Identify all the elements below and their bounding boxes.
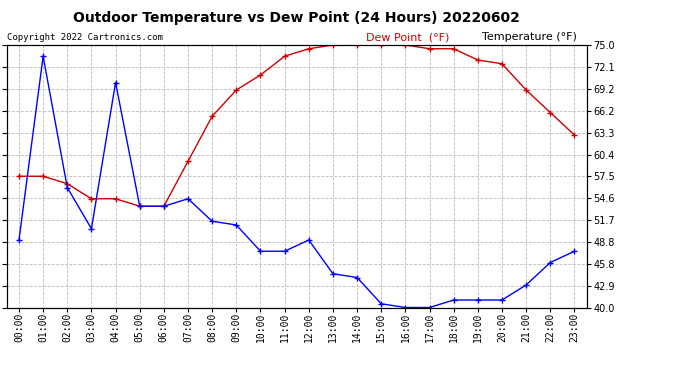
Text: Temperature (°F): Temperature (°F) <box>482 32 577 42</box>
Text: Copyright 2022 Cartronics.com: Copyright 2022 Cartronics.com <box>7 33 163 42</box>
Text: Dew Point  (°F): Dew Point (°F) <box>366 32 450 42</box>
Text: Outdoor Temperature vs Dew Point (24 Hours) 20220602: Outdoor Temperature vs Dew Point (24 Hou… <box>73 11 520 25</box>
